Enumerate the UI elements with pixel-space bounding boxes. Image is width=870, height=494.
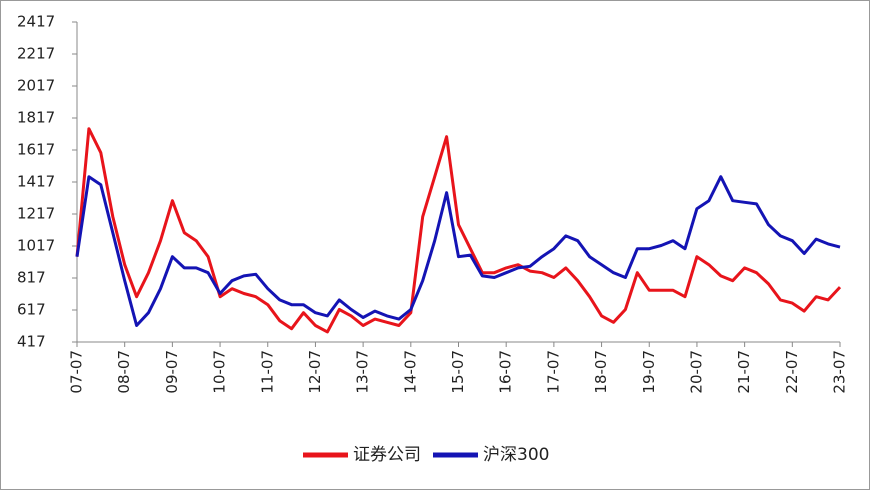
x-tick-label: 16-07 [497, 350, 515, 394]
x-tick-label: 20-07 [687, 350, 705, 394]
x-tick-label: 23-07 [831, 350, 849, 394]
y-tick-label: 2217 [17, 45, 55, 63]
x-tick-label: 14-07 [401, 350, 419, 394]
y-tick-label: 417 [17, 333, 46, 351]
x-tick-label: 18-07 [592, 350, 610, 394]
x-tick-label: 13-07 [354, 350, 372, 394]
y-tick-label: 1617 [17, 141, 55, 159]
y-tick-label: 1217 [17, 205, 55, 223]
x-tick-label: 19-07 [640, 350, 658, 394]
series-line [75, 175, 841, 327]
series-line [75, 127, 842, 334]
x-tick-label: 09-07 [163, 350, 181, 394]
y-tick-label: 2017 [17, 77, 55, 95]
x-tick-label: 11-07 [258, 350, 276, 394]
x-tick-label: 17-07 [544, 350, 562, 394]
y-tick-label: 617 [17, 301, 46, 319]
x-tick-label: 12-07 [306, 350, 324, 394]
x-tick-label: 08-07 [115, 350, 133, 394]
y-tick-label: 1017 [17, 237, 55, 255]
legend-label: 证券公司 [353, 445, 421, 465]
x-tick-label: 15-07 [449, 350, 467, 394]
y-tick-label: 1417 [17, 173, 55, 191]
x-tick-label: 22-07 [783, 350, 801, 394]
y-tick-label: 1817 [17, 109, 55, 127]
x-tick-label: 21-07 [735, 350, 753, 394]
x-tick-label: 07-07 [68, 350, 86, 394]
legend-label: 沪深300 [483, 445, 549, 465]
x-tick-label: 10-07 [211, 350, 229, 394]
y-tick-label: 817 [17, 269, 46, 287]
y-tick-label: 2417 [17, 13, 55, 31]
